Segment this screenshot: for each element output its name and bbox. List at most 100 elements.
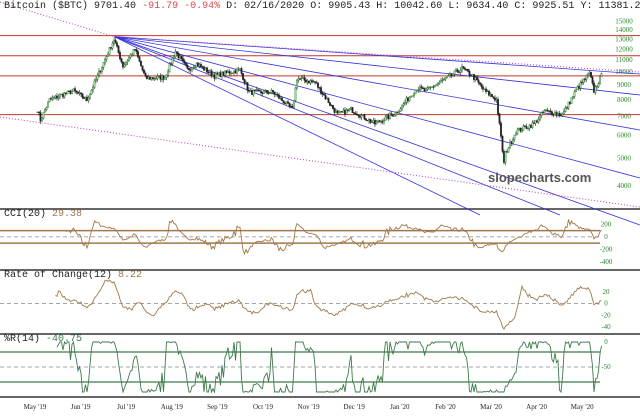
candle-body bbox=[111, 43, 114, 49]
cci-tick-label: 0 bbox=[604, 233, 608, 241]
candle-body bbox=[558, 113, 561, 116]
candle-body bbox=[156, 75, 159, 79]
candle-body bbox=[564, 107, 567, 112]
x-tick-label: Jun '19 bbox=[71, 403, 91, 411]
candle-body bbox=[455, 69, 457, 72]
candle-body bbox=[368, 118, 370, 122]
candle-body bbox=[327, 98, 330, 104]
candle-body bbox=[248, 90, 250, 92]
candle-body bbox=[86, 96, 88, 101]
candle-body bbox=[212, 74, 214, 77]
candle-body bbox=[420, 86, 423, 89]
candle-body bbox=[140, 60, 142, 67]
candle-body bbox=[237, 68, 240, 70]
candle-body bbox=[492, 96, 495, 99]
wr-value: -40.75 bbox=[46, 334, 83, 345]
candle-body bbox=[161, 75, 163, 80]
candle-body bbox=[419, 86, 421, 91]
dotted-trendline bbox=[0, 116, 640, 208]
candle-body bbox=[465, 69, 468, 71]
candle-body bbox=[122, 61, 124, 68]
candle-body bbox=[524, 125, 526, 127]
candle-body bbox=[311, 80, 313, 82]
open-label: O: bbox=[310, 1, 323, 12]
candle-body bbox=[347, 109, 349, 111]
candle-body bbox=[335, 110, 337, 113]
candle-body bbox=[338, 111, 340, 114]
candle-body bbox=[437, 83, 439, 85]
candle-body bbox=[153, 78, 156, 80]
candle-body bbox=[171, 57, 174, 65]
candle-body bbox=[395, 112, 397, 116]
candle-body bbox=[489, 94, 492, 96]
candle-body bbox=[423, 88, 426, 91]
y-tick-label: 9000 bbox=[617, 81, 632, 89]
candle-body bbox=[317, 82, 319, 88]
candle-body bbox=[120, 58, 123, 63]
candle-body bbox=[249, 90, 252, 92]
candle-body bbox=[128, 57, 130, 61]
cci-value: 29.38 bbox=[52, 209, 83, 220]
candle-body bbox=[416, 89, 418, 91]
candle-body bbox=[579, 81, 582, 89]
candle-body bbox=[99, 70, 102, 73]
candle-body bbox=[135, 49, 138, 53]
candle-body bbox=[182, 58, 184, 62]
candle-body bbox=[51, 97, 54, 100]
candle-body bbox=[288, 102, 291, 107]
y-tick-label: 6000 bbox=[617, 132, 632, 140]
candle-body bbox=[210, 70, 213, 77]
candle-body bbox=[132, 49, 135, 56]
candle-body bbox=[266, 90, 268, 94]
candle-body bbox=[365, 118, 367, 121]
candle-body bbox=[494, 97, 496, 101]
candle-body bbox=[284, 102, 286, 105]
y-tick-label: 12000 bbox=[615, 45, 633, 53]
candle-body bbox=[219, 72, 222, 78]
candle-body bbox=[257, 89, 259, 91]
candle-body bbox=[176, 51, 178, 54]
candle-body bbox=[422, 87, 424, 89]
candle-body bbox=[341, 111, 343, 113]
cci-tick-label: -200 bbox=[600, 245, 613, 253]
candle-body bbox=[375, 121, 378, 125]
candle-body bbox=[162, 75, 165, 80]
candle-body bbox=[168, 63, 171, 73]
price-change: -91.79 bbox=[142, 1, 179, 12]
candle-body bbox=[228, 71, 231, 74]
candle-body bbox=[542, 112, 544, 114]
candle-body bbox=[47, 101, 49, 108]
candle-body bbox=[351, 107, 354, 114]
candle-body bbox=[326, 98, 328, 100]
candle-body bbox=[426, 87, 429, 90]
candle-body bbox=[105, 56, 108, 60]
candle-body bbox=[434, 85, 436, 88]
candle-body bbox=[272, 90, 274, 93]
candle-body bbox=[123, 64, 126, 68]
candle-body bbox=[588, 71, 591, 74]
candle-body bbox=[152, 77, 154, 79]
candle-body bbox=[297, 78, 300, 81]
candle-body bbox=[509, 141, 511, 149]
candle-body bbox=[192, 67, 195, 69]
candle-body bbox=[378, 120, 381, 123]
candle-body bbox=[89, 93, 91, 99]
candle-body bbox=[213, 74, 216, 79]
candle-body bbox=[315, 82, 318, 84]
candle-body bbox=[170, 63, 172, 65]
candle-body bbox=[236, 68, 238, 74]
candle-body bbox=[444, 77, 447, 80]
candle-body bbox=[519, 127, 522, 132]
candle-body bbox=[381, 120, 384, 123]
candle-body bbox=[585, 74, 588, 80]
candle-body bbox=[230, 72, 232, 75]
candle-body bbox=[231, 72, 234, 74]
y-tick-label: 14000 bbox=[615, 26, 633, 34]
candle-body bbox=[293, 100, 295, 108]
candle-body bbox=[500, 122, 502, 137]
candle-body bbox=[216, 73, 219, 75]
candle-body bbox=[87, 97, 90, 101]
candle-body bbox=[300, 77, 303, 80]
candle-body bbox=[591, 76, 594, 84]
